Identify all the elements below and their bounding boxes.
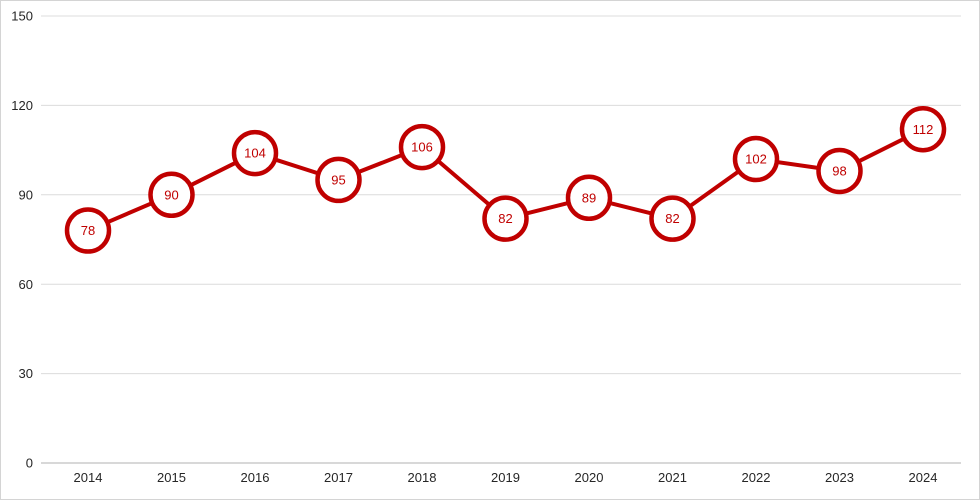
data-point-label: 90 [164, 187, 178, 202]
data-point-marker [482, 195, 529, 242]
data-point-label: 98 [832, 164, 846, 179]
data-point-marker [231, 129, 279, 177]
data-point-marker [565, 174, 613, 222]
data-point-marker [398, 123, 446, 171]
data-point-marker [899, 105, 947, 153]
data-point-marker [315, 156, 362, 204]
data-point-label: 106 [411, 140, 433, 155]
data-point-marker [649, 195, 696, 242]
data-point-label: 112 [913, 122, 934, 137]
data-point-label: 89 [582, 190, 596, 205]
y-tick-label: 0 [26, 456, 33, 471]
data-point-marker [64, 207, 112, 254]
data-point-marker [732, 135, 780, 183]
data-point-label: 82 [665, 211, 679, 226]
x-tick-label: 2018 [408, 470, 437, 485]
y-tick-label: 90 [19, 187, 33, 202]
y-tick-label: 120 [11, 98, 33, 113]
data-point-label: 95 [331, 172, 345, 187]
x-tick-label: 2015 [157, 470, 186, 485]
x-tick-label: 2022 [742, 470, 771, 485]
x-tick-label: 2023 [825, 470, 854, 485]
x-tick-label: 2024 [909, 470, 938, 485]
y-tick-label: 30 [19, 366, 33, 381]
data-point-marker [816, 147, 863, 195]
data-point-label: 104 [244, 146, 266, 161]
data-point-marker [148, 171, 195, 219]
x-tick-label: 2014 [74, 470, 103, 485]
x-tick-label: 2020 [575, 470, 604, 485]
data-point-label: 102 [745, 152, 767, 167]
x-tick-label: 2019 [491, 470, 520, 485]
x-tick-label: 2021 [658, 470, 687, 485]
data-point-label: 78 [81, 223, 95, 238]
y-tick-label: 150 [11, 9, 33, 24]
x-tick-label: 2016 [241, 470, 270, 485]
data-point-label: 82 [498, 211, 512, 226]
x-tick-label: 2017 [324, 470, 353, 485]
y-tick-label: 60 [19, 277, 33, 292]
